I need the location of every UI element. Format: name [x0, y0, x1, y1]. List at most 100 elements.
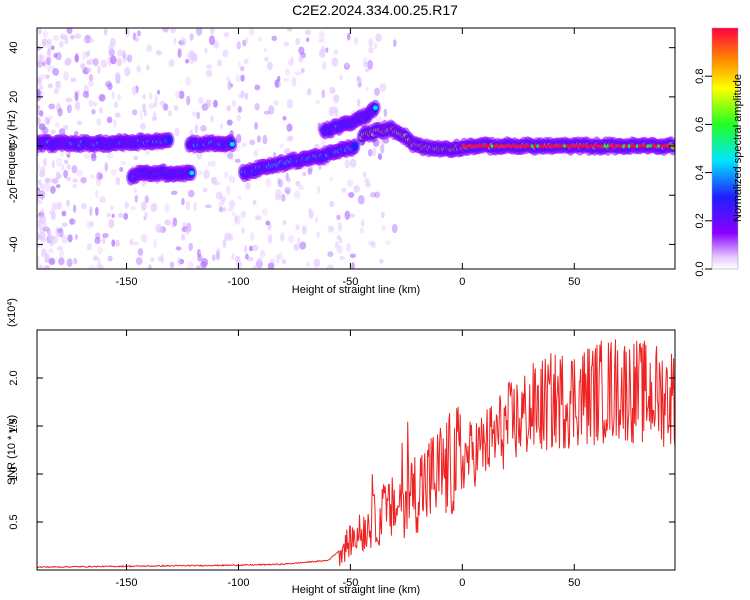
heatmap-noise-blob [177, 48, 182, 58]
heatmap-peak-core [555, 144, 558, 148]
heatmap-noise-blob [202, 187, 208, 193]
heatmap-noise-blob [154, 94, 158, 104]
snr-axes: -150 -100 -50 0 50 0.5 1.0 1.5 2.0 [8, 330, 675, 589]
heatmap-noise-blob [288, 234, 295, 244]
snr-frame [36, 329, 676, 571]
colorbar-tick-label: 0.8 [694, 69, 706, 84]
heatmap-noise-blob [226, 76, 231, 82]
heatmap-noise-blob [217, 59, 222, 67]
heatmap-noise-blob [261, 207, 268, 217]
heatmap-noise-blob [176, 256, 182, 267]
heatmap-noise-blob [69, 218, 74, 226]
heatmap-noise-blob [192, 52, 198, 63]
heatmap-noise-blob [95, 178, 102, 187]
heatmap-noise-blob [147, 264, 152, 269]
heatmap-noise-blob [282, 220, 287, 226]
colorbar-tick-label: 0.0 [694, 261, 706, 276]
heatmap-noise-blob [61, 164, 65, 171]
heatmap-noise-blob [163, 103, 169, 111]
heatmap-noise-blob [39, 227, 46, 234]
colorbar-tick-label: 0.4 [694, 165, 706, 180]
heatmap-noise-blob [330, 105, 337, 114]
heatmap-noise-blob [231, 100, 236, 107]
heatmap-peak-core [504, 144, 507, 148]
heatmap-noise-blob [281, 259, 287, 265]
heatmap-noise-blob [48, 103, 56, 110]
heatmap-noise-blob [89, 206, 93, 217]
heatmap-noise-blob [48, 257, 56, 266]
heatmap-noise-blob [47, 234, 55, 242]
heatmap-noise-blob [317, 185, 321, 195]
heatmap-noise-blob [367, 149, 373, 157]
heatmap-noise-blob [293, 243, 300, 251]
heatmap-noise-blob [212, 99, 218, 108]
heatmap-noise-blob [47, 48, 52, 56]
heatmap-noise-blob [108, 219, 115, 229]
heatmap-noise-blob [55, 201, 61, 210]
snr-panel: -150 -100 -50 0 50 0.5 1.0 1.5 2.0 Height of str… [6, 298, 676, 596]
heatmap-noise-blob [109, 37, 116, 48]
heatmap-noise-blob [339, 74, 343, 81]
heatmap-noise-blob [157, 226, 164, 233]
heatmap-noise-blob [265, 220, 271, 226]
heatmap-noise-blob [88, 37, 94, 43]
heatmap-peak-core [568, 144, 571, 148]
heatmap-noise-blob [52, 178, 59, 184]
heatmap-noise-blob [232, 211, 236, 217]
spectrogram-x-axis-label: Height of straight line (km) [292, 284, 420, 296]
heatmap-noise-blob [110, 169, 118, 176]
heatmap-noise-blob [134, 194, 139, 203]
heatmap-noise-blob [385, 240, 392, 245]
heatmap-peak-core [579, 144, 582, 148]
heatmap-noise-blob [37, 233, 40, 241]
heatmap-noise-blob [72, 183, 78, 189]
heatmap-peak-core [576, 144, 580, 148]
spectrogram-y-tick-label: 20 [8, 91, 20, 103]
heatmap-noise-blob [211, 176, 217, 185]
heatmap-noise-blob [74, 33, 82, 39]
heatmap-noise-blob [38, 53, 43, 62]
heatmap-noise-blob [37, 116, 41, 125]
heatmap-noise-blob [208, 35, 216, 46]
heatmap-noise-blob [164, 203, 170, 213]
heatmap-noise-blob [140, 201, 147, 211]
heatmap-noise-blob [66, 176, 71, 182]
heatmap-noise-blob [248, 28, 255, 36]
heatmap-noise-blob [275, 188, 282, 199]
heatmap-noise-blob [115, 239, 120, 248]
heatmap-noise-blob [211, 254, 216, 262]
heatmap-peak-core [552, 144, 555, 148]
heatmap-noise-blob [39, 54, 46, 59]
heatmap-peak-core [469, 144, 472, 148]
heatmap-noise-blob [113, 101, 119, 109]
heatmap-noise-blob [107, 152, 114, 160]
heatmap-noise-blob [97, 246, 104, 255]
heatmap-peak-core [665, 144, 668, 148]
heatmap-noise-blob [337, 222, 342, 232]
heatmap-noise-blob [55, 81, 60, 88]
heatmap-noise-blob [42, 158, 47, 167]
heatmap-peak-core [657, 144, 660, 148]
heatmap-noise-blob [254, 84, 261, 91]
heatmap-noise-blob [47, 38, 52, 45]
heatmap-noise-blob [39, 73, 47, 80]
heatmap-noise-blob [44, 115, 49, 125]
heatmap-noise-blob [375, 33, 382, 42]
heatmap-peak-core [609, 144, 612, 148]
heatmap-noise-blob [38, 264, 44, 269]
heatmap-noise-blob [103, 28, 108, 36]
heatmap-noise-blob [286, 123, 293, 132]
heatmap-peak-core [598, 144, 601, 148]
heatmap-noise-blob [316, 231, 320, 239]
heatmap-noise-blob [39, 235, 44, 240]
heatmap-peak-core [662, 144, 666, 148]
heatmap-noise-blob [201, 103, 209, 111]
heatmap-noise-blob [318, 165, 322, 170]
heatmap-noise-blob [252, 264, 259, 269]
heatmap-noise-blob [46, 42, 53, 50]
heatmap-noise-blob [42, 226, 50, 232]
heatmap-noise-blob [169, 58, 176, 67]
heatmap-noise-blob [37, 254, 40, 265]
heatmap-noise-blob [215, 250, 221, 261]
heatmap-noise-blob [306, 261, 310, 268]
